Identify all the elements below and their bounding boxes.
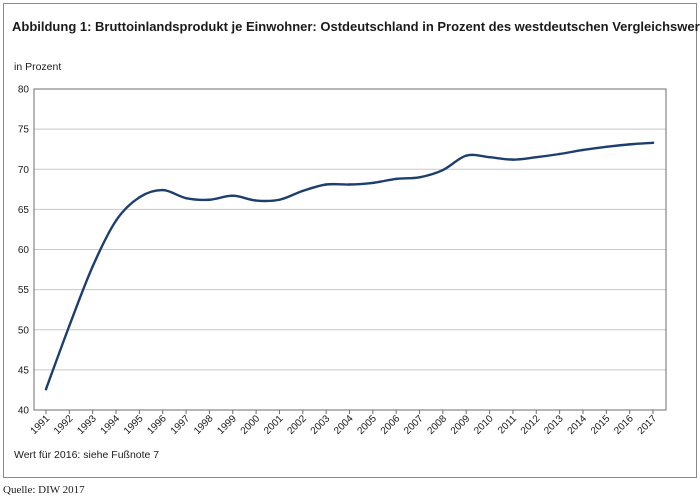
data-point-2016: [628, 143, 631, 146]
data-point-2012: [535, 156, 538, 159]
data-point-2000: [254, 199, 258, 202]
x-tick-label: 2005: [355, 413, 379, 437]
data-point-2011: [511, 158, 515, 161]
chart-footnote: Wert für 2016: siehe Fußnote 7: [14, 449, 160, 461]
y-tick-label: 60: [18, 245, 30, 256]
data-point-2007: [418, 176, 421, 179]
y-tick-label: 75: [18, 125, 30, 136]
x-tick-label: 1999: [215, 413, 239, 437]
chart-frame: [3, 3, 697, 478]
x-tick-label: 2011: [496, 413, 519, 436]
grid-lines: [34, 128, 666, 371]
data-point-1992: [68, 324, 71, 327]
x-tick-label: 2008: [425, 413, 449, 437]
y-tick-label: 50: [18, 325, 30, 336]
data-point-2006: [394, 177, 398, 181]
y-tick-label: 45: [18, 365, 30, 376]
x-tick-label: 2016: [612, 413, 636, 437]
data-point-1998: [208, 198, 211, 201]
series-line-ostdeutschland: [44, 141, 655, 391]
x-axis: 1991 1992 1993 1994 1995 1996 1997 1998 1999 2000…: [29, 410, 660, 437]
data-point-2003: [324, 183, 328, 186]
x-tick-label: 2007: [402, 413, 426, 437]
source-note: Quelle: DIW 2017: [3, 484, 85, 496]
data-point-2008: [441, 168, 445, 172]
x-tick-label: 2014: [566, 413, 590, 437]
x-tick-label: 2009: [449, 413, 473, 437]
y-tick-label: 80: [18, 85, 30, 96]
data-point-2017: [651, 141, 655, 144]
x-tick-label: 2013: [542, 413, 566, 437]
data-point-2002: [301, 189, 305, 193]
x-tick-label: 1991: [29, 413, 53, 437]
x-tick-label: 1992: [52, 413, 76, 437]
y-axis-unit-label: in Prozent: [14, 61, 62, 73]
data-point-2010: [488, 156, 491, 159]
data-point-2001: [278, 198, 281, 201]
data-point-2009: [465, 154, 468, 157]
x-tick-label: 1995: [122, 413, 146, 437]
y-axis: 40 45 50 55 60 65 70 75 80: [18, 85, 30, 417]
data-point-1993: [91, 265, 94, 268]
x-tick-label: 1996: [145, 413, 169, 437]
y-tick-label: 40: [18, 406, 30, 417]
data-point-1991: [44, 387, 48, 391]
data-point-1994: [114, 219, 118, 222]
x-tick-label: 2010: [472, 413, 496, 437]
x-tick-label: 2017: [636, 413, 660, 437]
x-tick-label: 1998: [192, 413, 216, 437]
data-points: [44, 141, 655, 391]
data-point-2013: [558, 152, 561, 156]
data-point-1996: [161, 188, 164, 192]
data-point-1999: [231, 194, 234, 197]
y-tick-label: 65: [18, 205, 30, 216]
x-tick-label: 1993: [75, 413, 99, 437]
x-tick-label: 2006: [379, 413, 403, 437]
x-tick-label: 1994: [99, 413, 123, 437]
x-tick-label: 2000: [239, 413, 263, 437]
x-tick-label: 2004: [332, 413, 356, 437]
x-tick-label: 2001: [262, 413, 286, 437]
x-tick-label: 1997: [169, 413, 193, 437]
data-point-2015: [605, 145, 608, 148]
data-point-2004: [348, 183, 351, 186]
data-point-1995: [138, 196, 141, 199]
data-point-2014: [581, 148, 585, 152]
x-tick-label: 2015: [589, 413, 613, 437]
data-point-1997: [184, 196, 188, 200]
x-tick-label: 2002: [285, 413, 309, 437]
y-tick-label: 70: [18, 165, 30, 176]
data-point-2005: [371, 181, 375, 185]
chart-title: Abbildung 1: Bruttoinlandsprodukt je Ein…: [12, 19, 700, 34]
x-tick-label: 2003: [309, 413, 333, 437]
x-tick-label: 2012: [519, 413, 543, 437]
y-tick-label: 55: [18, 285, 30, 296]
